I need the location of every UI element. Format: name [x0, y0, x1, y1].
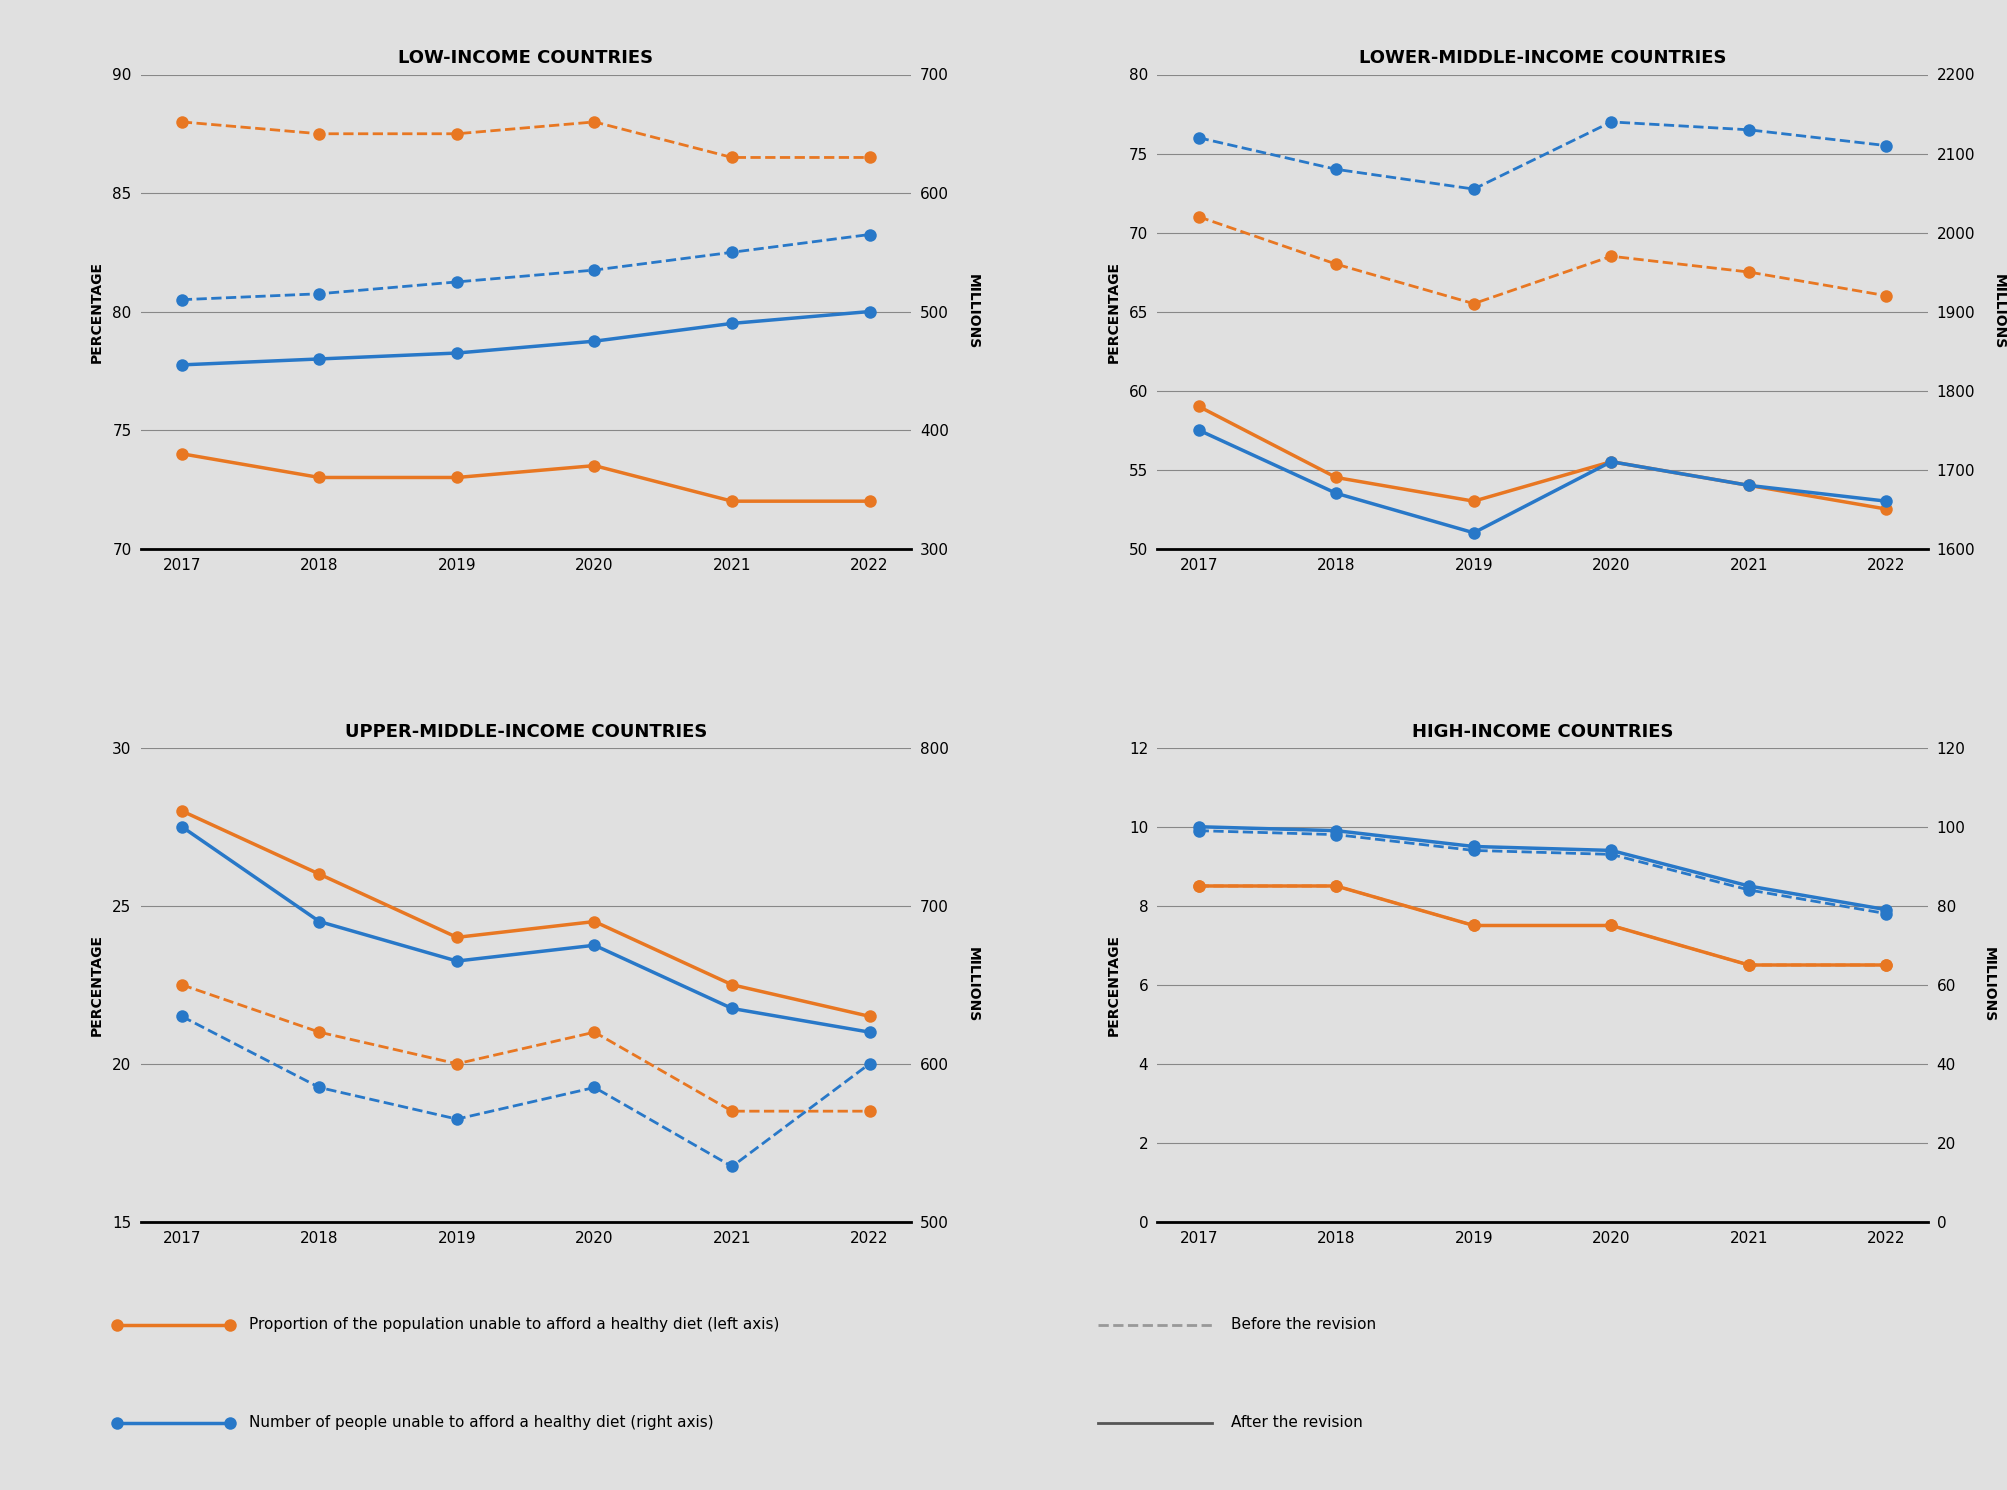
- Title: LOW-INCOME COUNTRIES: LOW-INCOME COUNTRIES: [397, 49, 652, 67]
- Y-axis label: MILLIONS: MILLIONS: [965, 948, 979, 1022]
- Title: LOWER-MIDDLE-INCOME COUNTRIES: LOWER-MIDDLE-INCOME COUNTRIES: [1359, 49, 1726, 67]
- Title: UPPER-MIDDLE-INCOME COUNTRIES: UPPER-MIDDLE-INCOME COUNTRIES: [345, 723, 706, 741]
- Y-axis label: MILLIONS: MILLIONS: [1991, 274, 2005, 349]
- Title: HIGH-INCOME COUNTRIES: HIGH-INCOME COUNTRIES: [1411, 723, 1672, 741]
- Text: Number of people unable to afford a healthy diet (right axis): Number of people unable to afford a heal…: [249, 1416, 712, 1430]
- Text: After the revision: After the revision: [1230, 1416, 1361, 1430]
- Y-axis label: MILLIONS: MILLIONS: [965, 274, 979, 349]
- Y-axis label: PERCENTAGE: PERCENTAGE: [1106, 261, 1120, 362]
- Text: Proportion of the population unable to afford a healthy diet (left axis): Proportion of the population unable to a…: [249, 1317, 779, 1332]
- Y-axis label: PERCENTAGE: PERCENTAGE: [90, 934, 104, 1036]
- Y-axis label: MILLIONS: MILLIONS: [1981, 948, 1995, 1022]
- Y-axis label: PERCENTAGE: PERCENTAGE: [1106, 934, 1120, 1036]
- Text: Before the revision: Before the revision: [1230, 1317, 1375, 1332]
- Y-axis label: PERCENTAGE: PERCENTAGE: [90, 261, 104, 362]
